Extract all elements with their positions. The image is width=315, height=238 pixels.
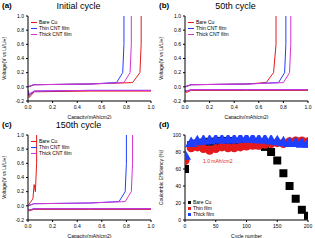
- svg-text:200: 200: [304, 223, 307, 229]
- svg-text:Coulombic Efficiency (%): Coulombic Efficiency (%): [158, 149, 164, 205]
- html-text:(a): (a): [2, 1, 12, 10]
- svg-text:Cycle number: Cycle number: [231, 233, 262, 238]
- svg-text:1.0: 1.0: [305, 104, 307, 110]
- svg-text:-0.2: -0.2: [15, 98, 24, 104]
- svg-text:1.0: 1.0: [148, 104, 155, 110]
- svg-text:0.6: 0.6: [17, 41, 24, 47]
- svg-text:Capacity(mAh/cm2): Capacity(mAh/cm2): [68, 114, 112, 119]
- html-text:Bare Cu: Bare Cu: [193, 199, 212, 205]
- svg-text:-0.2: -0.2: [15, 217, 24, 223]
- svg-text:0.0: 0.0: [17, 84, 24, 90]
- svg-text:0.8: 0.8: [123, 223, 130, 229]
- svg-text:1.0: 1.0: [17, 132, 24, 138]
- svg-text:0.4: 0.4: [17, 55, 24, 61]
- svg-text:0.2: 0.2: [206, 104, 213, 110]
- html-text:Bare Cu: Bare Cu: [39, 19, 58, 25]
- html-text:50th cycle: 50th cycle: [215, 1, 256, 11]
- svg-text:0.4: 0.4: [74, 104, 81, 110]
- svg-text:0.8: 0.8: [174, 27, 181, 33]
- html-text:Thin CNT film: Thin CNT film: [39, 25, 70, 31]
- svg-text:100: 100: [173, 132, 182, 138]
- html-text:Initial cycle: Initial cycle: [56, 1, 101, 11]
- html-text:(c): (c): [2, 120, 12, 129]
- svg-text:0: 0: [184, 223, 187, 229]
- svg-text:Capacity(mAh/cm2): Capacity(mAh/cm2): [68, 233, 112, 238]
- svg-text:0.6: 0.6: [98, 223, 105, 229]
- svg-text:50: 50: [213, 223, 219, 229]
- svg-text:0.0: 0.0: [174, 84, 181, 90]
- html-text:(b): (b): [159, 1, 170, 10]
- svg-text:0.8: 0.8: [17, 146, 24, 152]
- svg-text:0: 0: [178, 217, 181, 223]
- svg-text:0.4: 0.4: [231, 104, 238, 110]
- svg-text:0.0: 0.0: [25, 223, 32, 229]
- svg-text:Voltage(V vs Li/Li+): Voltage(V vs Li/Li+): [158, 37, 164, 81]
- svg-text:Capacity(mAh/cm2): Capacity(mAh/cm2): [225, 114, 269, 119]
- html-text:1.0 mAh/cm2: 1.0 mAh/cm2: [203, 157, 233, 164]
- html-text:Bare Cu: Bare Cu: [196, 19, 215, 25]
- svg-text:0.8: 0.8: [17, 27, 24, 33]
- svg-text:0.2: 0.2: [49, 104, 56, 110]
- svg-text:0.0: 0.0: [17, 203, 24, 209]
- html-text:Thick CNT film: Thick CNT film: [196, 31, 229, 37]
- svg-text:0.0: 0.0: [25, 104, 32, 110]
- svg-text:0.2: 0.2: [17, 69, 24, 75]
- svg-text:0.2: 0.2: [17, 188, 24, 194]
- svg-text:0.8: 0.8: [280, 104, 287, 110]
- svg-text:20: 20: [175, 200, 181, 206]
- svg-text:0.2: 0.2: [49, 223, 56, 229]
- html-text:Thick CNT film: Thick CNT film: [39, 31, 72, 37]
- html-text:Thick CNT film: Thick CNT film: [39, 150, 72, 156]
- html-text:Bare Cu: Bare Cu: [39, 138, 58, 144]
- svg-text:0.6: 0.6: [98, 104, 105, 110]
- html-text:Thin CNT film: Thin CNT film: [39, 144, 70, 150]
- html-text:Thin CNT film: Thin CNT film: [196, 25, 227, 31]
- svg-text:0.0: 0.0: [182, 104, 189, 110]
- svg-text:0.6: 0.6: [255, 104, 262, 110]
- html-text:150th cycle: 150th cycle: [55, 120, 102, 130]
- svg-text:40: 40: [175, 183, 181, 189]
- svg-text:0.8: 0.8: [123, 104, 130, 110]
- svg-text:0.2: 0.2: [174, 69, 181, 75]
- html-text:(d): (d): [159, 120, 170, 129]
- svg-text:1.0: 1.0: [174, 13, 181, 19]
- svg-text:80: 80: [175, 149, 181, 155]
- svg-text:1.0: 1.0: [17, 13, 24, 19]
- svg-text:0.6: 0.6: [174, 41, 181, 47]
- svg-text:0.6: 0.6: [17, 160, 24, 166]
- svg-text:60: 60: [175, 166, 181, 172]
- html-text:Thin film: Thin film: [193, 205, 212, 211]
- svg-text:150: 150: [273, 223, 282, 229]
- svg-text:0.4: 0.4: [74, 223, 81, 229]
- html-text:Thick film: Thick film: [193, 211, 215, 217]
- svg-text:1.0: 1.0: [148, 223, 155, 229]
- svg-text:100: 100: [242, 223, 251, 229]
- svg-text:0.4: 0.4: [17, 174, 24, 180]
- svg-text:-0.2: -0.2: [172, 98, 181, 104]
- svg-text:0.4: 0.4: [174, 55, 181, 61]
